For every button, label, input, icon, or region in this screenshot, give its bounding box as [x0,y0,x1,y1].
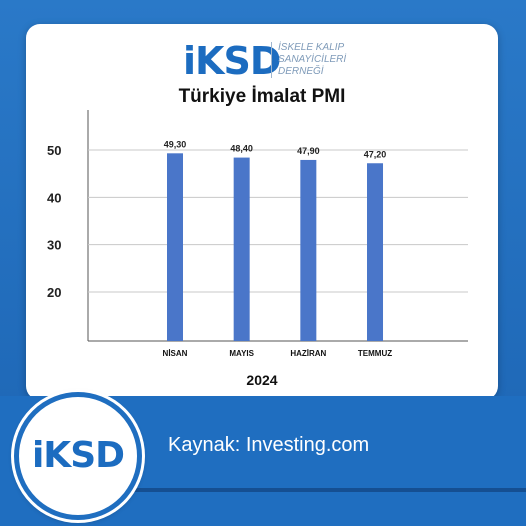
footer-logo-mark: iKSD [31,435,125,476]
y-tick-label: 40 [47,190,61,205]
logo-divider [271,42,272,78]
bar [367,163,384,341]
x-axis-title: 2024 [246,372,278,388]
org-name-line: DERNEĞİ [278,66,324,77]
data-label: 47,20 [364,149,387,159]
org-name-line: SANAYİCİLERİ [278,54,347,65]
data-label: 47,90 [297,146,320,156]
org-name: İSKELE KALIP SANAYİCİLERİ DERNEĞİ [278,42,388,78]
data-label: 48,40 [230,144,253,154]
y-tick-label: 30 [47,238,61,253]
header-logo-mark: iKSD [183,39,281,83]
footer-underline [120,488,526,492]
y-tick-label: 50 [47,143,61,158]
x-tick-label: TEMMUZ [358,349,392,358]
y-tick-label: 20 [47,285,61,300]
x-tick-label: HAZİRAN [290,349,326,358]
x-tick-label: NİSAN [163,349,188,358]
source-text: Kaynak: Investing.com [168,434,370,456]
bar [167,153,183,341]
bar [300,159,317,341]
data-label: 49,30 [164,139,187,149]
header-logo: iKSD İSKELE KALIP SANAYİCİLERİ DERNEĞİ [183,40,383,82]
bar [233,157,250,341]
chart-title: Türkiye İmalat PMI [178,86,346,107]
x-tick-label: MAYIS [229,349,254,358]
footer-logo-badge: iKSD [14,392,142,520]
org-name-line: İSKELE KALIP [278,42,345,53]
chart-card [26,24,498,400]
